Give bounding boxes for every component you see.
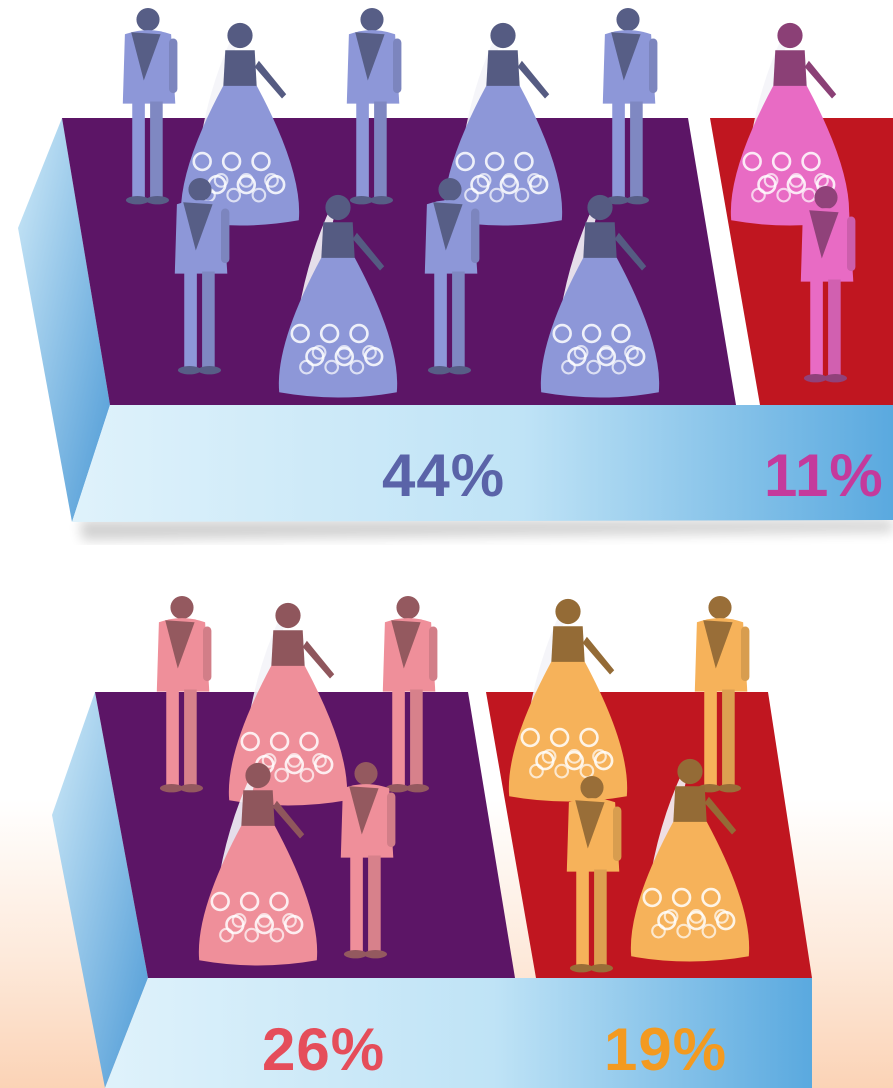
bar-2-segment-1-label: 26% bbox=[262, 1016, 386, 1083]
bar-2-side-face bbox=[52, 692, 148, 1088]
groom-figure bbox=[122, 8, 178, 205]
bar-1-segment-1-label: 44% bbox=[382, 442, 506, 509]
groom-figure bbox=[382, 596, 438, 793]
bar-2-front-face bbox=[105, 978, 812, 1088]
groom-figure bbox=[340, 762, 396, 959]
bride-figure bbox=[540, 194, 660, 398]
groom-figure bbox=[174, 178, 230, 375]
bar-1-segment-2-figures bbox=[730, 22, 856, 383]
bride-figure bbox=[443, 22, 563, 226]
bar-1 bbox=[18, 8, 893, 540]
bar-1-shadow bbox=[80, 520, 893, 540]
groom-figure bbox=[346, 8, 402, 205]
groom-figure bbox=[566, 776, 622, 973]
bar-2-segment-2-figures bbox=[508, 596, 750, 973]
bride-figure bbox=[198, 762, 318, 966]
bar-2-segment-1-figures bbox=[156, 596, 438, 966]
bar-1-front-face bbox=[72, 405, 893, 522]
bar-1-segment-1-figures bbox=[122, 8, 660, 398]
bar-2-segment-2-label: 19% bbox=[604, 1016, 728, 1083]
groom-figure bbox=[694, 596, 750, 793]
bar-2-segment-1-floor bbox=[95, 692, 515, 978]
bar-2 bbox=[52, 596, 812, 1088]
groom-figure bbox=[800, 186, 856, 383]
bar-1-segment-2-label: 11% bbox=[764, 442, 884, 509]
bride-figure bbox=[278, 194, 398, 398]
groom-figure bbox=[424, 178, 480, 375]
bride-figure bbox=[508, 598, 628, 802]
bride-figure bbox=[630, 758, 750, 962]
bar-1-side-face bbox=[18, 118, 110, 522]
groom-figure bbox=[156, 596, 212, 793]
groom-figure bbox=[602, 8, 658, 205]
